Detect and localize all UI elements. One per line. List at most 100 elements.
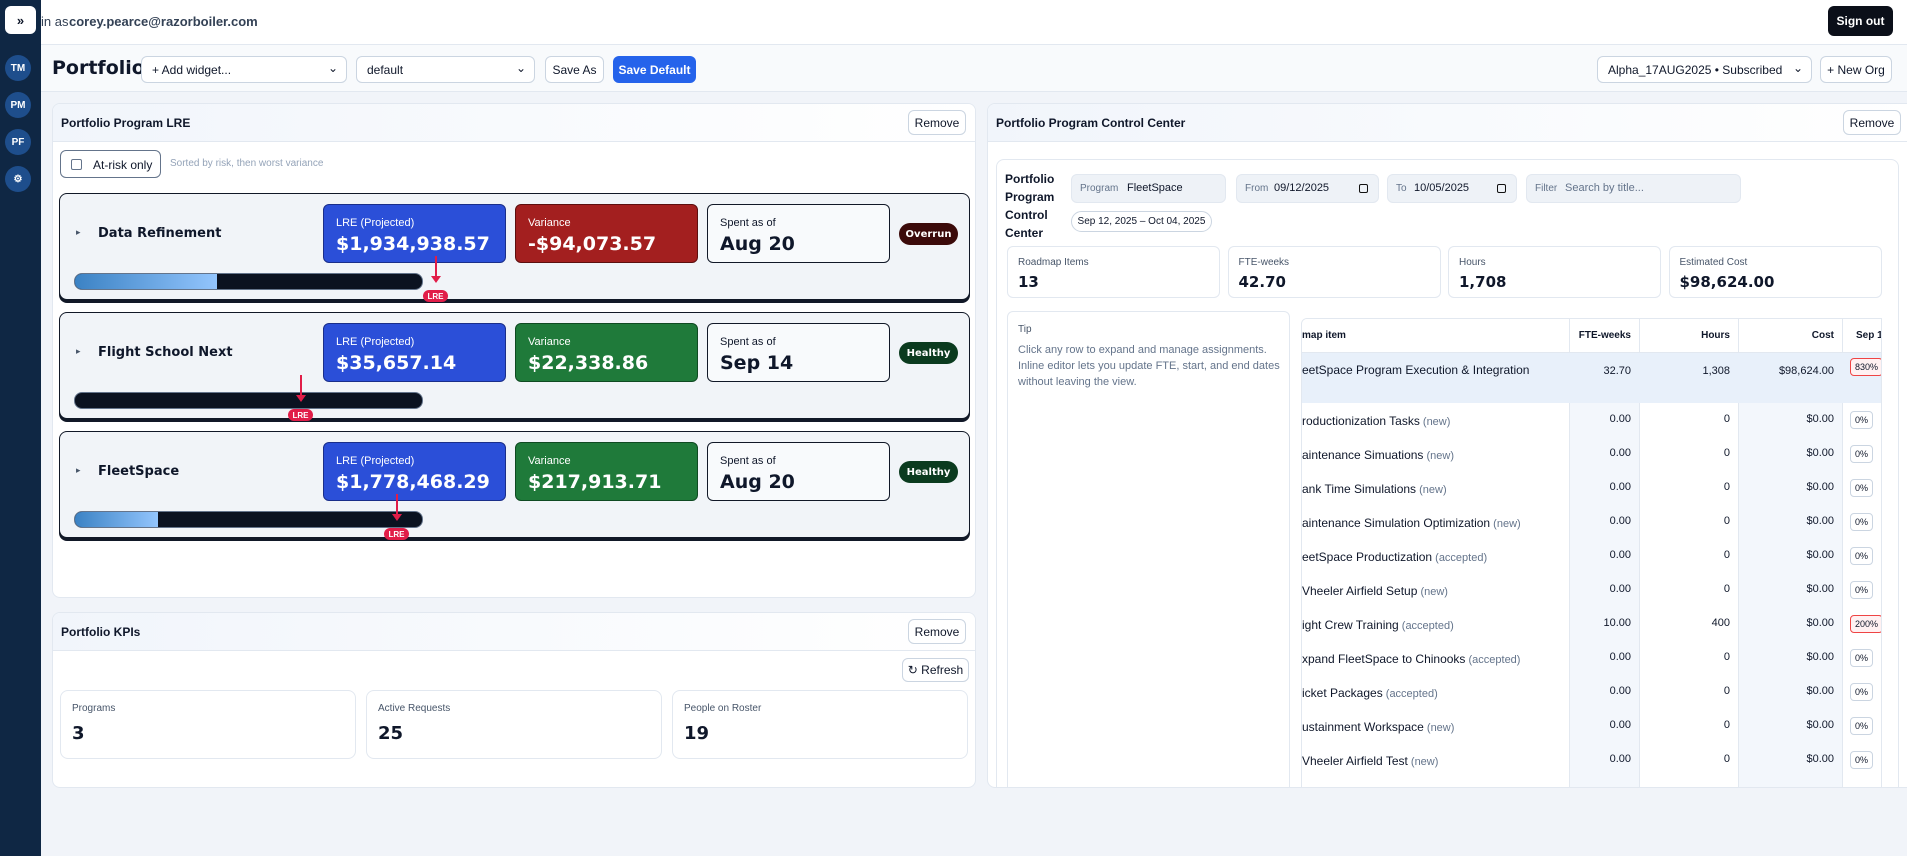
cell: $0.00: [1806, 651, 1834, 663]
filter-label: At-risk only: [93, 158, 153, 172]
column-shade: [1738, 353, 1842, 787]
progress-fill: [75, 274, 218, 289]
heading: Portfolio Program Control Center: [1005, 172, 1055, 240]
cell: 0: [1723, 651, 1730, 663]
cell: $0.00: [1806, 685, 1834, 697]
lre-box: LRE (Projected) $1,934,938.57: [323, 204, 506, 263]
filter-input[interactable]: Filter Search by title...: [1526, 174, 1741, 203]
pct-pill: 0%: [1850, 547, 1874, 565]
variance-box: Variance $217,913.71: [515, 442, 698, 501]
row-item[interactable]: eetSpace Productization (accepted): [1302, 549, 1564, 566]
cell: 0.00: [1609, 413, 1631, 425]
field-label: To: [1396, 183, 1407, 194]
column-divider: [1569, 319, 1570, 787]
sort-note: Sorted by risk, then worst variance: [170, 158, 324, 169]
table-header: [1302, 319, 1881, 353]
checkbox[interactable]: [71, 159, 82, 170]
expand-button[interactable]: »: [5, 6, 36, 34]
column-header: Cost: [1811, 330, 1834, 341]
cell: 1,308: [1702, 365, 1730, 377]
program-name: Data Refinement: [98, 226, 222, 241]
select[interactable]: + Add widget... ⌄: [141, 56, 347, 83]
panel-title: Portfolio Program Control Center: [996, 116, 1186, 130]
row-item[interactable]: xpand FleetSpace to Chinooks (accepted): [1302, 651, 1564, 668]
row-item[interactable]: aintenance Simuations (new): [1302, 447, 1564, 464]
kpi-card: Programs 3: [60, 690, 356, 759]
item-status: (new): [1423, 722, 1455, 734]
progress-bar: [74, 273, 423, 290]
remove-button[interactable]: Remove: [908, 619, 966, 644]
sign-out-button[interactable]: Sign out: [1828, 6, 1893, 36]
item-status: (new): [1423, 450, 1454, 462]
row-item[interactable]: aintenance Simulation Optimization (new): [1302, 515, 1564, 532]
kpi-value: 19: [684, 723, 710, 744]
item-status: (new): [1417, 586, 1448, 598]
item-title: roductionization Tasks: [1302, 414, 1420, 428]
sidebar-item[interactable]: PM: [5, 92, 31, 118]
tip-text: Click any row to expand and manage assig…: [1018, 344, 1280, 388]
pct-pill: 0%: [1850, 751, 1874, 769]
sidebar-item[interactable]: ⚙: [5, 166, 31, 192]
program-name: Flight School Next: [98, 345, 233, 360]
sidebar-item[interactable]: TM: [5, 55, 31, 81]
calendar-icon: [1359, 184, 1368, 193]
cell: $0.00: [1806, 413, 1834, 425]
cell: 400: [1711, 617, 1730, 629]
column-divider: [1639, 319, 1640, 787]
from-date[interactable]: From 09/12/2025: [1236, 174, 1379, 203]
stat-value: 42.70: [1238, 273, 1286, 291]
cell: 0.00: [1609, 685, 1631, 697]
row-item[interactable]: eetSpace Program Execution & Integration: [1302, 362, 1564, 378]
row-item[interactable]: ank Time Simulations (new): [1302, 481, 1564, 498]
row-item[interactable]: Vheeler Airfield Test (new): [1302, 753, 1564, 770]
item-status: (accepted): [1398, 620, 1454, 632]
stat-value: 13: [1018, 273, 1039, 291]
row-item[interactable]: Vheeler Airfield Setup (new): [1302, 583, 1564, 600]
program-select[interactable]: Program FleetSpace: [1071, 174, 1226, 203]
row-item[interactable]: roductionization Tasks (new): [1302, 413, 1564, 430]
row-highlight: [1302, 353, 1881, 403]
item-title: icket Packages: [1302, 686, 1383, 700]
cell: 0: [1723, 685, 1730, 697]
pct-pill: 0%: [1850, 479, 1874, 497]
select[interactable]: Alpha_17AUG2025 • Subscribed ⌄: [1597, 56, 1812, 83]
signed-in-prefix: in as: [41, 14, 69, 29]
sidebar-item[interactable]: PF: [5, 129, 31, 155]
item-title: eetSpace Program Execution & Integration: [1302, 363, 1530, 377]
remove-button[interactable]: Remove: [1843, 110, 1901, 135]
spent-box: Spent as of Aug 20: [707, 204, 890, 263]
cell: 0.00: [1609, 651, 1631, 663]
field-value: FleetSpace: [1127, 182, 1183, 194]
cell: 0: [1723, 753, 1730, 765]
cell: $0.00: [1806, 447, 1834, 459]
to-date[interactable]: To 10/05/2025: [1387, 174, 1517, 203]
save-as-button[interactable]: Save As: [545, 56, 604, 83]
cell: 0: [1723, 413, 1730, 425]
program-card: ▸ FleetSpace LRE (Projected) $1,778,468.29 V…: [59, 431, 970, 540]
row-item[interactable]: icket Packages (accepted): [1302, 685, 1564, 702]
new-org-button[interactable]: + New Org: [1820, 56, 1892, 83]
lre-box: LRE (Projected) $1,778,468.29: [323, 442, 506, 501]
select[interactable]: default ⌄: [356, 56, 535, 83]
lre-marker-line: [396, 494, 398, 518]
cell: 0.00: [1609, 549, 1631, 561]
cell: $0.00: [1806, 549, 1834, 561]
spent-box: Spent as of Aug 20: [707, 442, 890, 501]
lre-marker-arrow: [431, 276, 441, 283]
at-risk-filter[interactable]: At-risk only: [60, 150, 161, 178]
row-item[interactable]: ight Crew Training (accepted): [1302, 617, 1564, 634]
row-item[interactable]: ustainment Workspace (new): [1302, 719, 1564, 736]
save-default-button[interactable]: Save Default: [613, 56, 696, 83]
page-title: Portfolio: [52, 57, 145, 79]
item-title: Vheeler Airfield Test: [1302, 754, 1408, 768]
item-status: (accepted): [1382, 688, 1438, 700]
box-value: -$94,073.57: [528, 233, 657, 255]
pct-pill: 0%: [1850, 411, 1874, 429]
remove-button[interactable]: Remove: [908, 110, 966, 135]
panel-header: [988, 104, 1907, 142]
caret: ▸: [76, 227, 81, 237]
panel: Portfolio Program LRE Remove At-risk only S…: [52, 103, 976, 598]
refresh-button[interactable]: ↻ Refresh: [902, 658, 969, 682]
box-label: Spent as of: [720, 217, 776, 229]
item-title: xpand FleetSpace to Chinooks: [1302, 652, 1466, 666]
